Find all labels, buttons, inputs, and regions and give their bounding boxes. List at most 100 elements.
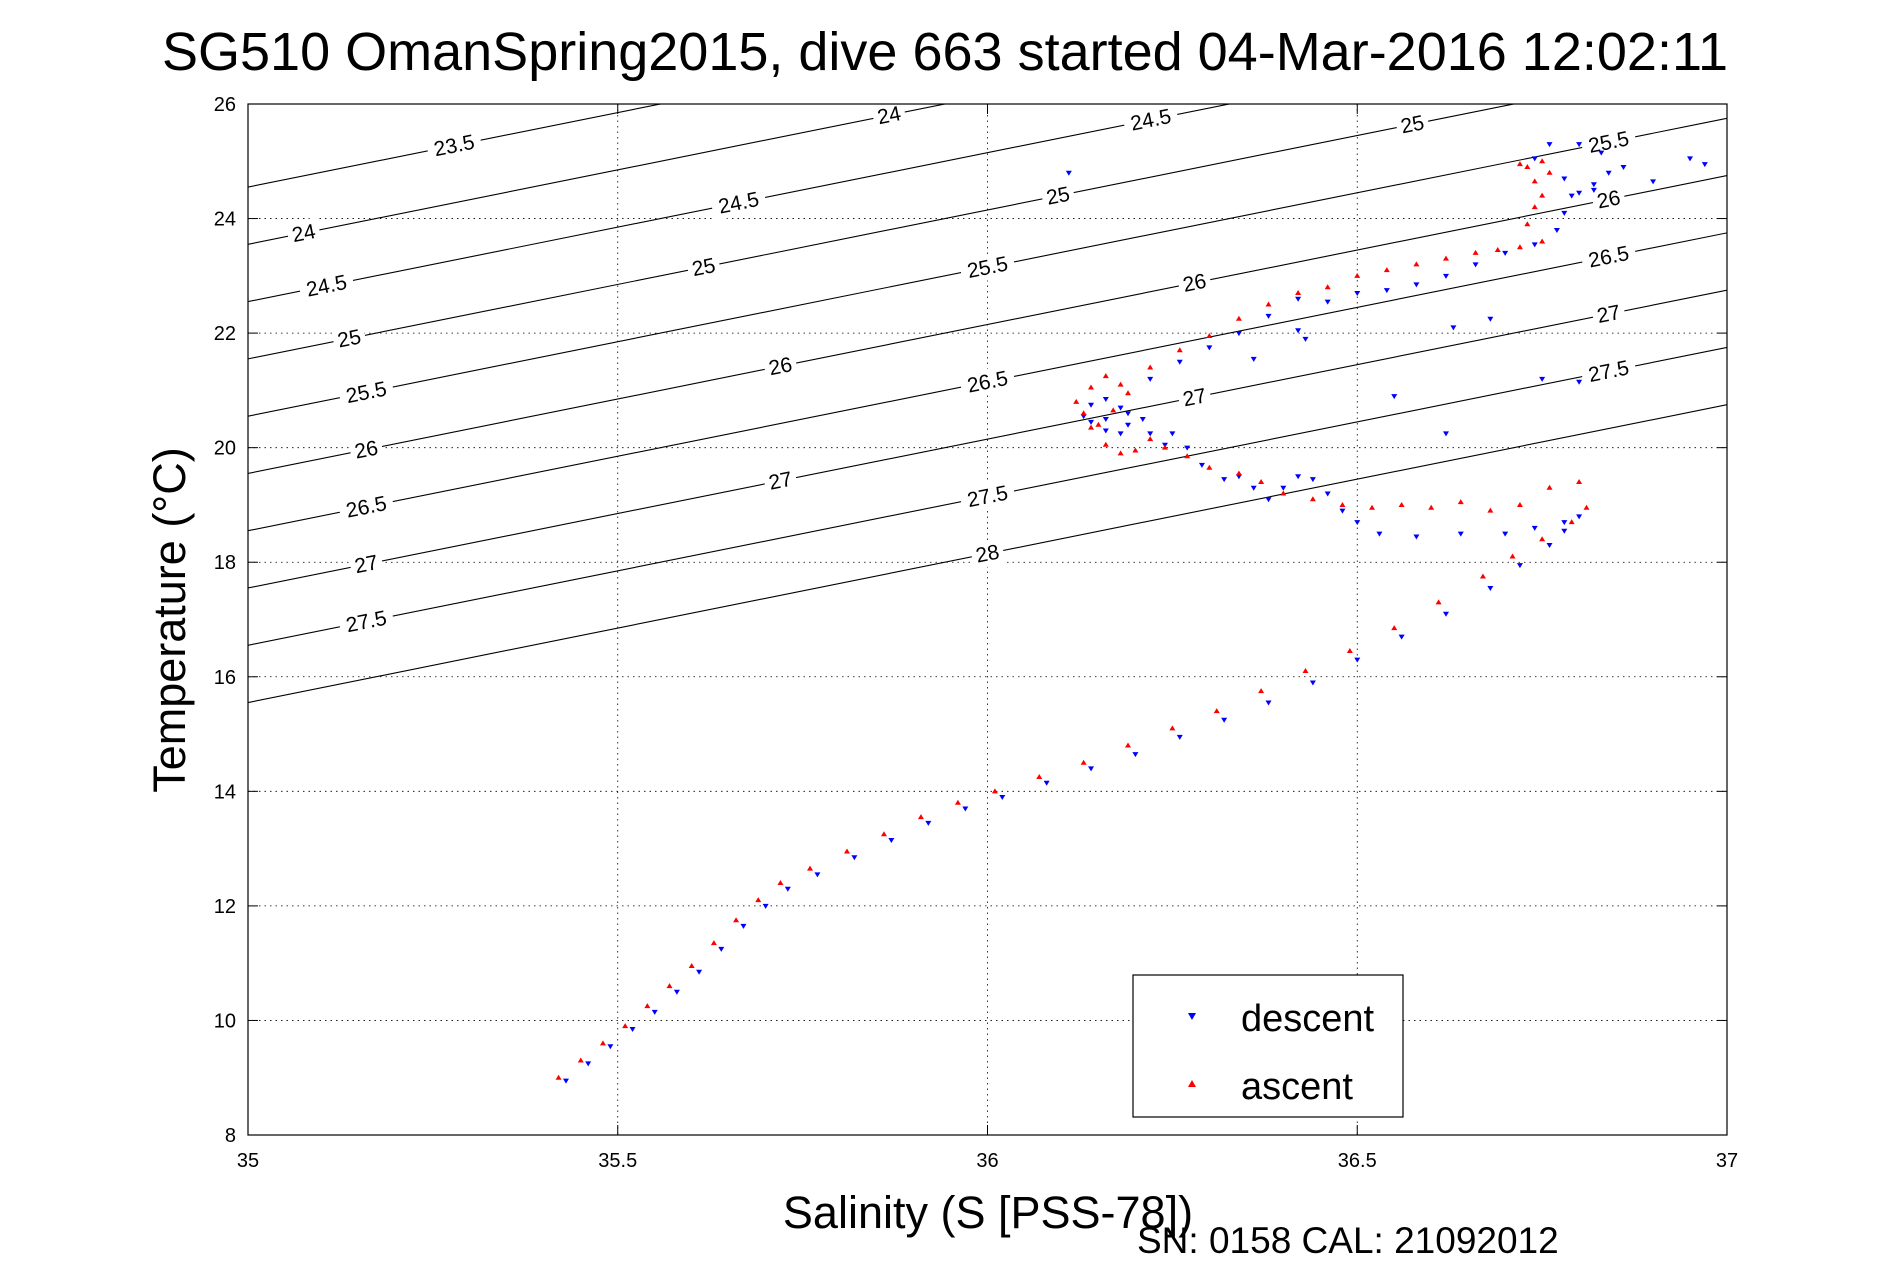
descent-point xyxy=(1413,282,1420,288)
ascent-point xyxy=(1346,648,1353,654)
descent-point xyxy=(1324,299,1331,305)
ascent-point xyxy=(1280,490,1287,496)
ascent-point xyxy=(1391,625,1398,631)
descent-point xyxy=(1576,142,1583,148)
ascent-point xyxy=(1539,238,1546,244)
descent-point xyxy=(1442,273,1449,279)
descent-point xyxy=(1176,734,1183,740)
ascent-point xyxy=(1147,436,1154,442)
y-tick-label: 10 xyxy=(214,1010,236,1032)
descent-point xyxy=(1088,419,1095,425)
descent-point xyxy=(1576,514,1583,520)
descent-point xyxy=(1235,474,1242,480)
ascent-point xyxy=(777,879,784,885)
ascent-point xyxy=(710,940,717,946)
density-contour-label-bg xyxy=(1394,108,1431,141)
descent-point xyxy=(1576,190,1583,196)
density-contour-label: 25 xyxy=(1044,183,1071,210)
density-contour-label-bg xyxy=(348,548,385,581)
x-tick-label: 35 xyxy=(237,1150,259,1172)
descent-point xyxy=(1413,534,1420,540)
ascent-point xyxy=(1539,158,1546,164)
density-contour-label-bg xyxy=(1579,238,1638,275)
ascent-point xyxy=(1235,470,1242,476)
density-contour-label-bg xyxy=(425,127,484,164)
descent-point xyxy=(1590,187,1597,193)
legend-descent-marker xyxy=(1188,1013,1196,1020)
density-contour-label: 24 xyxy=(290,220,318,247)
legend-ascent-label: ascent xyxy=(1241,1066,1353,1108)
density-contour-label: 26 xyxy=(1181,270,1208,297)
ascent-point xyxy=(807,865,814,871)
descent-point xyxy=(1339,508,1346,514)
ascent-point xyxy=(954,799,961,805)
ascent-point xyxy=(1383,267,1390,273)
x-tick-label: 37 xyxy=(1716,1150,1738,1172)
ascent-point xyxy=(1036,774,1043,780)
ascent-point xyxy=(1546,169,1553,175)
density-contour-label: 27 xyxy=(767,468,794,495)
descent-point xyxy=(1502,531,1509,537)
density-contour-label-bg xyxy=(685,251,722,284)
density-contour-line xyxy=(248,104,1233,303)
ascent-point xyxy=(1428,504,1435,510)
density-contour-label-bg xyxy=(285,217,322,250)
descent-point xyxy=(1531,525,1538,531)
ascent-point xyxy=(1494,247,1501,253)
ascent-point xyxy=(1354,272,1361,278)
y-tick-label: 18 xyxy=(214,552,236,574)
y-tick-label: 24 xyxy=(214,209,236,231)
density-contour-label-bg xyxy=(1176,381,1213,414)
ascent-point xyxy=(666,983,673,989)
descent-point xyxy=(718,946,725,952)
descent-point xyxy=(1102,417,1109,423)
ascent-point xyxy=(1531,178,1538,184)
density-contour-label-bg xyxy=(1590,298,1627,330)
ascent-point xyxy=(1213,708,1220,714)
ascent-point xyxy=(1339,501,1346,507)
descent-point xyxy=(1590,182,1597,188)
y-tick-label: 8 xyxy=(225,1125,236,1147)
ascent-point xyxy=(1516,501,1523,507)
density-contour-label-bg xyxy=(958,363,1017,400)
descent-point xyxy=(1576,379,1583,385)
descent-point xyxy=(1132,752,1139,758)
ascent-point xyxy=(1583,504,1590,510)
descent-point xyxy=(562,1078,569,1084)
descent-point xyxy=(1450,325,1457,331)
descent-point xyxy=(1472,262,1479,268)
density-contour-label: 27 xyxy=(1595,301,1622,328)
descent-point xyxy=(1043,780,1050,786)
ascent-point xyxy=(688,963,695,969)
ascent-point xyxy=(1258,479,1265,485)
descent-point xyxy=(762,903,769,909)
density-contour-label: 26 xyxy=(767,353,794,380)
x-tick-label: 36.5 xyxy=(1338,1150,1377,1172)
ascent-point xyxy=(1369,504,1376,510)
density-contour-label: 25 xyxy=(336,325,363,352)
ascent-point xyxy=(1479,573,1486,579)
ascent-point xyxy=(1088,384,1095,390)
density-contour-label-bg xyxy=(331,322,368,355)
legend-box xyxy=(1132,974,1404,1118)
ascent-point xyxy=(1102,441,1109,447)
ascent-point xyxy=(1080,759,1087,765)
descent-point xyxy=(1176,359,1183,365)
density-contour-label: 25 xyxy=(690,254,717,281)
density-contour-label-bg xyxy=(1579,124,1638,161)
ascent-point xyxy=(1206,464,1213,470)
descent-point xyxy=(1487,316,1494,322)
descent-point xyxy=(1235,331,1242,337)
descent-point xyxy=(740,923,747,929)
ascent-point xyxy=(622,1023,629,1029)
density-contour-line xyxy=(248,289,1727,589)
descent-point xyxy=(888,838,895,844)
descent-point xyxy=(1516,563,1523,569)
density-contour-label-bg xyxy=(958,249,1017,286)
descent-point xyxy=(1117,405,1124,411)
descent-point xyxy=(851,855,858,861)
descent-point xyxy=(1383,288,1390,294)
descent-point xyxy=(1250,485,1257,491)
descent-point xyxy=(925,820,932,826)
descent-point xyxy=(1487,585,1494,591)
